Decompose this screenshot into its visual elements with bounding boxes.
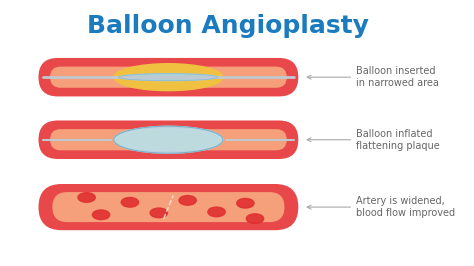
Text: Artery is widened,
blood flow improved: Artery is widened, blood flow improved [307, 196, 455, 218]
Ellipse shape [246, 214, 264, 223]
FancyBboxPatch shape [38, 120, 298, 159]
Ellipse shape [114, 126, 223, 153]
Text: Balloon inflated
flattening plaque: Balloon inflated flattening plaque [307, 129, 440, 151]
Ellipse shape [119, 74, 218, 81]
Ellipse shape [92, 210, 109, 220]
Ellipse shape [179, 196, 196, 205]
FancyBboxPatch shape [38, 58, 298, 97]
FancyBboxPatch shape [50, 66, 287, 88]
Ellipse shape [121, 197, 138, 207]
FancyBboxPatch shape [38, 184, 298, 230]
Ellipse shape [78, 193, 95, 202]
Ellipse shape [150, 208, 167, 218]
Text: Balloon Angioplasty: Balloon Angioplasty [87, 14, 369, 38]
Text: Balloon inserted
in narrowed area: Balloon inserted in narrowed area [307, 66, 439, 88]
Ellipse shape [114, 129, 223, 151]
Ellipse shape [237, 198, 254, 208]
Ellipse shape [208, 207, 225, 217]
Ellipse shape [114, 64, 223, 91]
FancyBboxPatch shape [50, 129, 287, 150]
FancyBboxPatch shape [52, 192, 284, 222]
